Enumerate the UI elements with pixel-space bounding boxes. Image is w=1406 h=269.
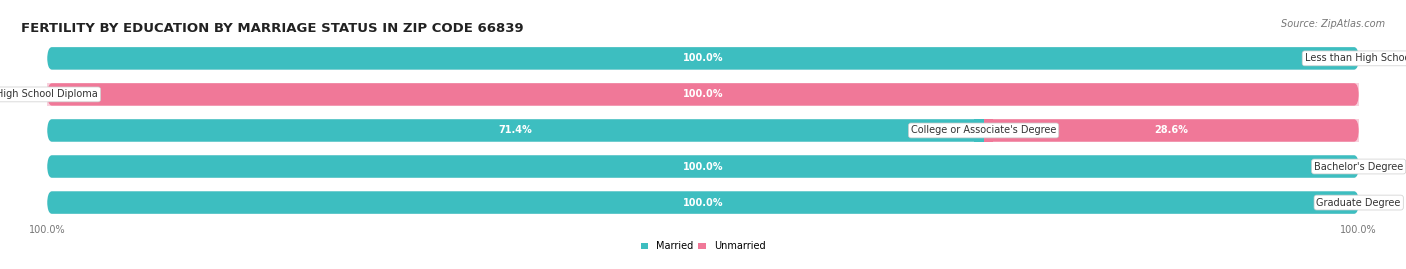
FancyBboxPatch shape — [984, 119, 1358, 142]
Text: 0.0%: 0.0% — [10, 89, 34, 100]
Text: College or Associate's Degree: College or Associate's Degree — [911, 125, 1056, 136]
Text: Source: ZipAtlas.com: Source: ZipAtlas.com — [1281, 19, 1385, 29]
FancyBboxPatch shape — [48, 47, 1358, 70]
FancyBboxPatch shape — [48, 47, 1358, 70]
FancyBboxPatch shape — [48, 119, 984, 142]
Text: 0.0%: 0.0% — [1372, 161, 1396, 172]
FancyBboxPatch shape — [48, 155, 1358, 178]
Text: 100.0%: 100.0% — [683, 197, 723, 208]
Text: 0.0%: 0.0% — [1372, 197, 1396, 208]
Legend: Married, Unmarried: Married, Unmarried — [637, 238, 769, 255]
Text: 0.0%: 0.0% — [1372, 53, 1396, 63]
Text: 28.6%: 28.6% — [1154, 125, 1188, 136]
Text: Graduate Degree: Graduate Degree — [1316, 197, 1400, 208]
FancyBboxPatch shape — [48, 155, 1358, 178]
FancyBboxPatch shape — [48, 191, 1358, 214]
FancyBboxPatch shape — [48, 47, 1358, 70]
FancyBboxPatch shape — [984, 119, 993, 142]
FancyBboxPatch shape — [974, 119, 984, 142]
Text: 100.0%: 100.0% — [683, 89, 723, 100]
FancyBboxPatch shape — [48, 119, 1358, 142]
FancyBboxPatch shape — [48, 155, 1358, 178]
Text: 71.4%: 71.4% — [499, 125, 533, 136]
FancyBboxPatch shape — [48, 83, 1358, 106]
Text: Bachelor's Degree: Bachelor's Degree — [1315, 161, 1403, 172]
Text: 100.0%: 100.0% — [683, 161, 723, 172]
FancyBboxPatch shape — [48, 83, 1358, 106]
FancyBboxPatch shape — [48, 119, 1358, 142]
Text: High School Diploma: High School Diploma — [0, 89, 98, 100]
FancyBboxPatch shape — [1350, 83, 1358, 106]
Text: Less than High School: Less than High School — [1305, 53, 1406, 63]
FancyBboxPatch shape — [48, 191, 1358, 214]
FancyBboxPatch shape — [48, 191, 1358, 214]
FancyBboxPatch shape — [48, 83, 1358, 106]
FancyBboxPatch shape — [1350, 119, 1358, 142]
Text: FERTILITY BY EDUCATION BY MARRIAGE STATUS IN ZIP CODE 66839: FERTILITY BY EDUCATION BY MARRIAGE STATU… — [21, 22, 523, 35]
FancyBboxPatch shape — [48, 83, 1358, 106]
Text: 100.0%: 100.0% — [683, 53, 723, 63]
FancyBboxPatch shape — [984, 119, 1358, 142]
